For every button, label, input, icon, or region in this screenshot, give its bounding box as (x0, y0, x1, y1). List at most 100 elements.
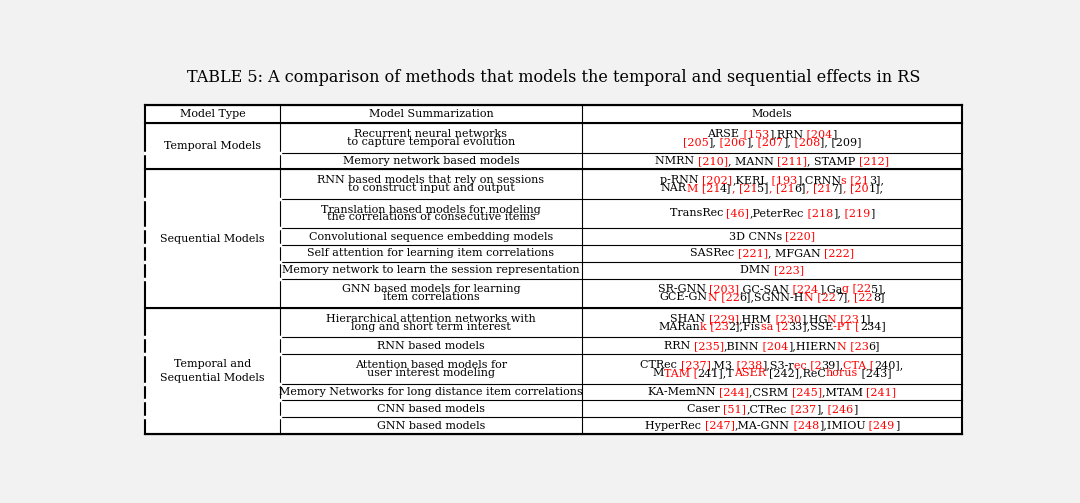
Text: ARSE: ARSE (707, 129, 740, 139)
Text: ],S3-r: ],S3-r (761, 360, 794, 370)
Text: CTA [: CTA [ (843, 360, 875, 370)
Text: [248: [248 (789, 421, 819, 431)
Text: [223]: [223] (773, 265, 804, 275)
Text: , [20: , [20 (842, 183, 868, 193)
Text: [220]: [220] (785, 231, 815, 241)
Text: 6]: 6] (794, 183, 806, 193)
Text: ],CRNN: ],CRNN (797, 175, 841, 185)
Text: Models: Models (752, 109, 793, 119)
Text: [221]: [221] (738, 248, 768, 259)
Text: [206: [206 (716, 137, 745, 147)
Text: , STAMP: , STAMP (807, 156, 859, 166)
Text: ,CSRM: ,CSRM (748, 387, 792, 397)
Text: , [21: , [21 (731, 183, 757, 193)
Text: ]: ] (853, 404, 858, 414)
Text: [243]: [243] (859, 368, 892, 378)
Text: M: M (652, 368, 663, 378)
Text: DMN: DMN (740, 265, 773, 275)
Text: ]: ] (833, 129, 837, 139)
Text: GNN based models: GNN based models (377, 421, 485, 431)
Text: p-RNN: p-RNN (660, 175, 702, 185)
Text: [202]: [202] (702, 175, 732, 185)
Text: sa [2: sa [2 (760, 322, 788, 331)
Text: 7]: 7] (832, 183, 842, 193)
Text: Caser: Caser (687, 404, 724, 414)
Text: ASER: ASER (734, 368, 770, 378)
Text: RNN based models that rely on sessions: RNN based models that rely on sessions (318, 175, 544, 185)
Text: RNN based models: RNN based models (377, 341, 485, 351)
Text: N [23: N [23 (827, 314, 860, 324)
Text: ],: ], (745, 137, 754, 147)
Text: ,MTAM: ,MTAM (822, 387, 866, 397)
Text: [224: [224 (789, 284, 819, 294)
Text: N [22: N [22 (707, 292, 740, 302)
Text: 5],: 5], (872, 284, 887, 294)
Text: ]: ] (894, 421, 899, 431)
Text: [204: [204 (802, 129, 833, 139)
Text: long and short term interest: long and short term interest (351, 322, 511, 331)
Text: [237]: [237] (680, 360, 711, 370)
Text: Translation based models for modeling: Translation based models for modeling (321, 205, 541, 214)
Text: 39],: 39], (821, 360, 843, 370)
Text: HyperRec: HyperRec (645, 421, 704, 431)
Text: Temporal and
Sequential Models: Temporal and Sequential Models (160, 359, 265, 383)
Text: [242],ReC: [242],ReC (769, 368, 826, 378)
Text: [51]: [51] (724, 404, 746, 414)
Text: [230: [230 (771, 314, 800, 324)
Text: [229]: [229] (708, 314, 739, 324)
Text: NAR: NAR (661, 183, 687, 193)
Text: [203]: [203] (710, 284, 740, 294)
Text: ,BINN: ,BINN (724, 341, 759, 351)
Text: [204: [204 (759, 341, 788, 351)
Text: 2],Fis: 2],Fis (729, 322, 760, 331)
Text: [246: [246 (824, 404, 853, 414)
Text: KA-MemNN: KA-MemNN (648, 387, 719, 397)
Text: ,PeterRec: ,PeterRec (750, 208, 804, 218)
Text: 4]: 4] (720, 183, 731, 193)
Text: MARan: MARan (658, 322, 700, 331)
Text: GNN based models for learning: GNN based models for learning (341, 284, 521, 294)
Text: [249: [249 (865, 421, 894, 431)
Text: CNN based models: CNN based models (377, 404, 485, 414)
Text: 3D CNNs: 3D CNNs (729, 231, 785, 241)
Text: 7]: 7] (836, 292, 848, 302)
Text: [210]: [210] (698, 156, 728, 166)
Text: [219: [219 (841, 208, 870, 218)
Text: 1],: 1], (860, 314, 874, 324)
Text: [46]: [46] (727, 208, 750, 218)
Text: Model Summarization: Model Summarization (368, 109, 494, 119)
Text: 1],: 1], (868, 183, 883, 193)
Text: ],HIERN: ],HIERN (788, 341, 837, 351)
Text: [212]: [212] (859, 156, 889, 166)
Text: M [21: M [21 (687, 183, 720, 193)
Text: ],IMIOU: ],IMIOU (819, 421, 865, 431)
Text: ,CTRec: ,CTRec (746, 404, 786, 414)
Text: 6]: 6] (868, 341, 880, 351)
Text: ec [2: ec [2 (794, 360, 821, 370)
Text: 33],SSE: 33],SSE (788, 322, 834, 331)
Text: [235]: [235] (693, 341, 724, 351)
Text: -PT [: -PT [ (834, 322, 860, 331)
Text: [222]: [222] (824, 248, 854, 259)
Text: user interest modeling: user interest modeling (367, 368, 495, 378)
Text: RRN: RRN (664, 341, 693, 351)
Text: NMRN: NMRN (654, 156, 698, 166)
Text: item correlations: item correlations (382, 292, 480, 302)
Text: Model Type: Model Type (179, 109, 245, 119)
Text: ,GC-SAN: ,GC-SAN (740, 284, 789, 294)
Text: ],HG: ],HG (800, 314, 827, 324)
Text: SASRec: SASRec (690, 248, 738, 259)
Text: [193: [193 (768, 175, 797, 185)
Text: Temporal Models: Temporal Models (164, 141, 261, 151)
Text: ]: ] (870, 208, 875, 218)
Text: SR-GNN: SR-GNN (658, 284, 710, 294)
Text: to construct input and output: to construct input and output (348, 183, 514, 193)
Text: Self attention for learning item correlations: Self attention for learning item correla… (308, 248, 554, 259)
Text: [218: [218 (804, 208, 833, 218)
Text: ], [209]: ], [209] (820, 137, 861, 147)
Text: ,KERL: ,KERL (732, 175, 768, 185)
Text: [247]: [247] (704, 421, 734, 431)
Text: TransRec: TransRec (670, 208, 727, 218)
Text: s [21: s [21 (841, 175, 869, 185)
Text: 8]: 8] (873, 292, 885, 302)
